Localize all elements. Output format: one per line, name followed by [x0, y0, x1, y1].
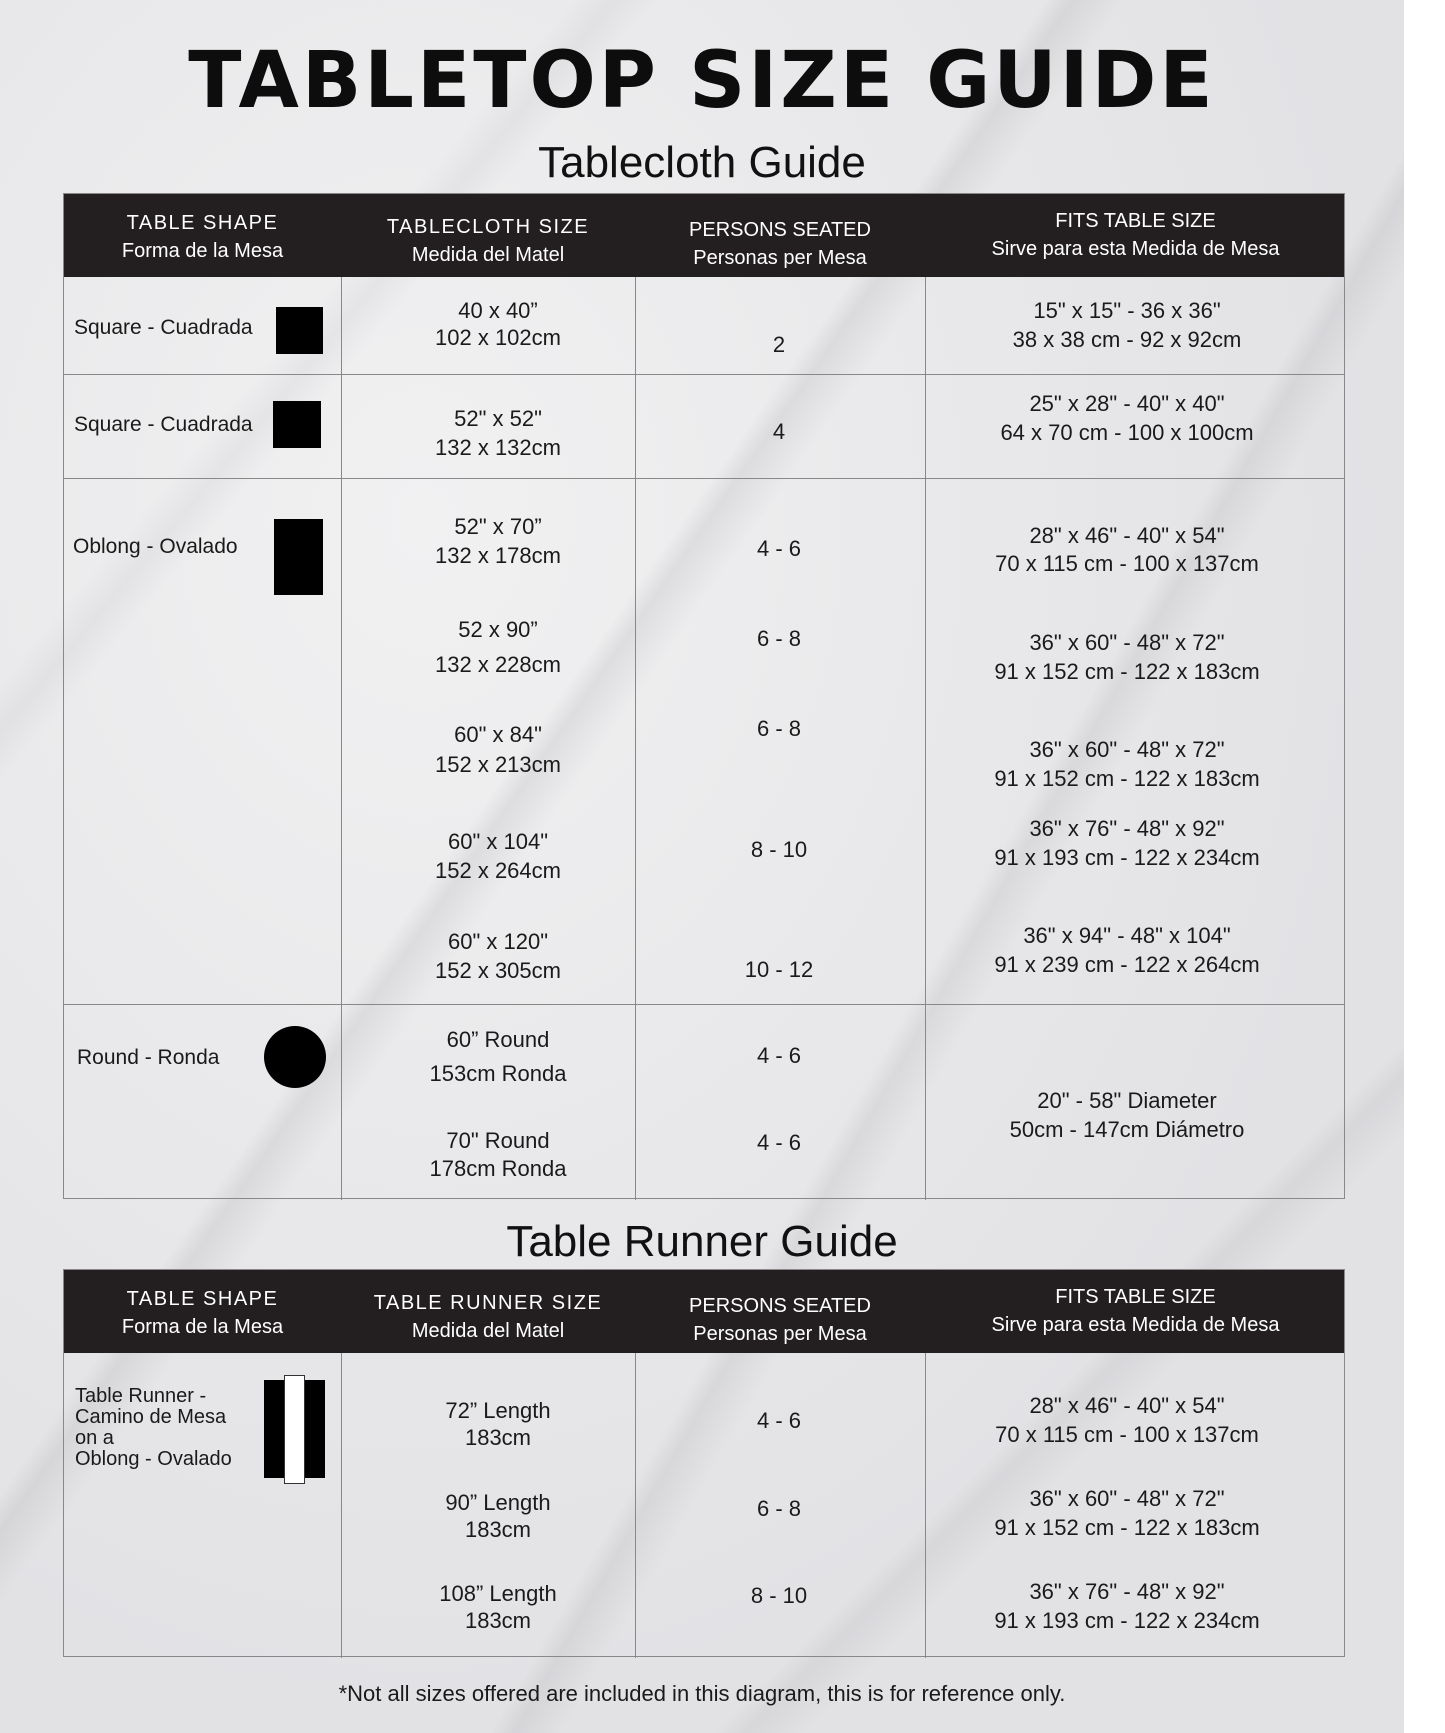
fits-size: 36" x 76" - 48" x 92"	[1029, 816, 1225, 841]
persons-seated: 4 - 6	[756, 1043, 802, 1068]
persons-seated: 4 - 6	[756, 536, 802, 561]
fits-size: 25" x 28" - 40" x 40"	[1029, 391, 1225, 416]
tablecloth-size-cm: 152 x 305cm	[435, 958, 561, 983]
fits-size-cm: 91 x 152 cm - 122 x 183cm	[994, 766, 1260, 791]
tablecloth-size: 52 x 90”	[458, 617, 538, 642]
header-table-shape: TABLE SHAPE Forma de la Mesa	[121, 1288, 284, 1338]
header-persons-seated: PERSONS SEATED Personas per Mesa	[689, 1295, 871, 1345]
runner-size: 108” Length	[439, 1581, 557, 1606]
shape-label: Table Runner - Camino de Mesa on a Oblon…	[75, 1385, 232, 1470]
persons-seated: 8 - 10	[750, 837, 808, 862]
divider	[635, 1353, 636, 1658]
header-fits-table-size: FITS TABLE SIZE Sirve para esta Medida d…	[991, 210, 1280, 260]
tablecloth-size: 52" x 70”	[454, 514, 542, 539]
tablecloth-size: 52" x 52"	[454, 406, 542, 431]
tablecloth-size: 60" x 84"	[454, 722, 542, 747]
fits-size: 20" - 58" Diameter	[1037, 1088, 1217, 1113]
fits-size-cm: 70 x 115 cm - 100 x 137cm	[995, 551, 1259, 576]
table-runner-table: TABLE SHAPE Forma de la Mesa TABLE RUNNE…	[63, 1269, 1345, 1658]
tablecloth-size-cm: 152 x 213cm	[435, 752, 561, 777]
tablecloth-size-cm: 132 x 132cm	[435, 435, 561, 460]
shape-label: Round - Ronda	[77, 1046, 220, 1069]
tablecloth-size-cm: 132 x 228cm	[435, 652, 561, 677]
divider	[635, 277, 636, 1200]
fits-size-cm: 64 x 70 cm - 100 x 100cm	[1000, 420, 1254, 445]
divider	[341, 277, 342, 1200]
footnote: *Not all sizes offered are included in t…	[338, 1681, 1066, 1706]
divider	[64, 478, 1344, 479]
tablecloth-guide-heading: Tablecloth Guide	[538, 138, 866, 187]
persons-seated: 4 - 6	[756, 1408, 802, 1433]
header-table-shape: TABLE SHAPE Forma de la Mesa	[121, 212, 284, 262]
fits-size: 36" x 60" - 48" x 72"	[1029, 1486, 1225, 1511]
persons-seated: 6 - 8	[756, 1496, 802, 1521]
fits-size-cm: 50cm - 147cm Diámetro	[1009, 1117, 1245, 1142]
circle-icon	[264, 1026, 326, 1088]
fits-size-cm: 91 x 193 cm - 122 x 234cm	[994, 845, 1260, 870]
fits-size-cm: 91 x 152 cm - 122 x 183cm	[994, 659, 1260, 684]
tablecloth-size: 40 x 40”	[458, 298, 538, 323]
tablecloth-size-cm: 102 x 102cm	[435, 325, 561, 350]
page-title: TABLETOP SIZE GUIDE	[188, 36, 1216, 126]
fits-size: 36" x 94" - 48" x 104"	[1023, 923, 1231, 948]
divider	[925, 1353, 926, 1658]
runner-size-cm: 183cm	[464, 1425, 532, 1450]
divider	[925, 277, 926, 1200]
fits-size: 15" x 15" - 36 x 36"	[1033, 298, 1221, 323]
header-tablecloth-size: TABLECLOTH SIZE Medida del Matel	[386, 216, 590, 266]
shape-label: Square - Cuadrada	[74, 316, 253, 339]
fits-size-cm: 91 x 193 cm - 122 x 234cm	[994, 1608, 1260, 1633]
divider	[64, 1004, 1344, 1005]
fits-size: 36" x 60" - 48" x 72"	[1029, 630, 1225, 655]
fits-size-cm: 91 x 239 cm - 122 x 264cm	[994, 952, 1260, 977]
square-icon	[276, 307, 323, 354]
persons-seated: 4 - 6	[756, 1130, 802, 1155]
fits-size-cm: 38 x 38 cm - 92 x 92cm	[1012, 327, 1242, 352]
table-header: TABLE SHAPE Forma de la Mesa TABLE RUNNE…	[64, 1270, 1344, 1353]
persons-seated: 6 - 8	[756, 716, 802, 741]
runner-size-cm: 183cm	[464, 1608, 532, 1633]
tablecloth-table: TABLE SHAPE Forma de la Mesa TABLECLOTH …	[63, 193, 1345, 1200]
table-runner-guide-heading: Table Runner Guide	[506, 1217, 898, 1266]
runner-size: 90” Length	[445, 1490, 551, 1515]
persons-seated: 2	[772, 332, 786, 357]
persons-seated: 6 - 8	[756, 626, 802, 651]
persons-seated: 10 - 12	[744, 957, 814, 982]
header-fits-table-size: FITS TABLE SIZE Sirve para esta Medida d…	[991, 1286, 1280, 1336]
header-persons-seated: PERSONS SEATED Personas per Mesa	[689, 219, 871, 269]
tablecloth-size: 70" Round	[446, 1128, 550, 1153]
square-icon	[273, 401, 321, 448]
fits-size-cm: 91 x 152 cm - 122 x 183cm	[994, 1515, 1260, 1540]
persons-seated: 8 - 10	[750, 1583, 808, 1608]
shape-label: Square - Cuadrada	[74, 413, 253, 436]
fits-size: 28" x 46" - 40" x 54"	[1029, 523, 1225, 548]
tablecloth-size: 60” Round	[446, 1027, 550, 1052]
runner-size-cm: 183cm	[464, 1517, 532, 1542]
divider	[341, 1353, 342, 1658]
tablecloth-size-cm: 153cm Ronda	[429, 1061, 567, 1086]
tablecloth-size-cm: 132 x 178cm	[435, 543, 561, 568]
fits-size: 36" x 76" - 48" x 92"	[1029, 1579, 1225, 1604]
tablecloth-size-cm: 152 x 264cm	[435, 858, 561, 883]
fits-size-cm: 70 x 115 cm - 100 x 137cm	[995, 1422, 1259, 1447]
fits-size: 28" x 46" - 40" x 54"	[1029, 1393, 1225, 1418]
shape-label: Oblong - Ovalado	[73, 535, 238, 558]
tablecloth-size-cm: 178cm Ronda	[429, 1156, 567, 1181]
runner-size: 72” Length	[445, 1398, 551, 1423]
tablecloth-size: 60" x 120"	[447, 929, 549, 954]
marble-background	[0, 0, 1404, 1733]
table-header: TABLE SHAPE Forma de la Mesa TABLECLOTH …	[64, 194, 1344, 277]
fits-size: 36" x 60" - 48" x 72"	[1029, 737, 1225, 762]
header-table-runner-size: TABLE RUNNER SIZE Medida del Matel	[373, 1292, 603, 1342]
persons-seated: 4	[772, 419, 786, 444]
divider	[64, 374, 1344, 375]
rectangle-icon	[274, 519, 323, 595]
tablecloth-size: 60" x 104"	[447, 829, 549, 854]
